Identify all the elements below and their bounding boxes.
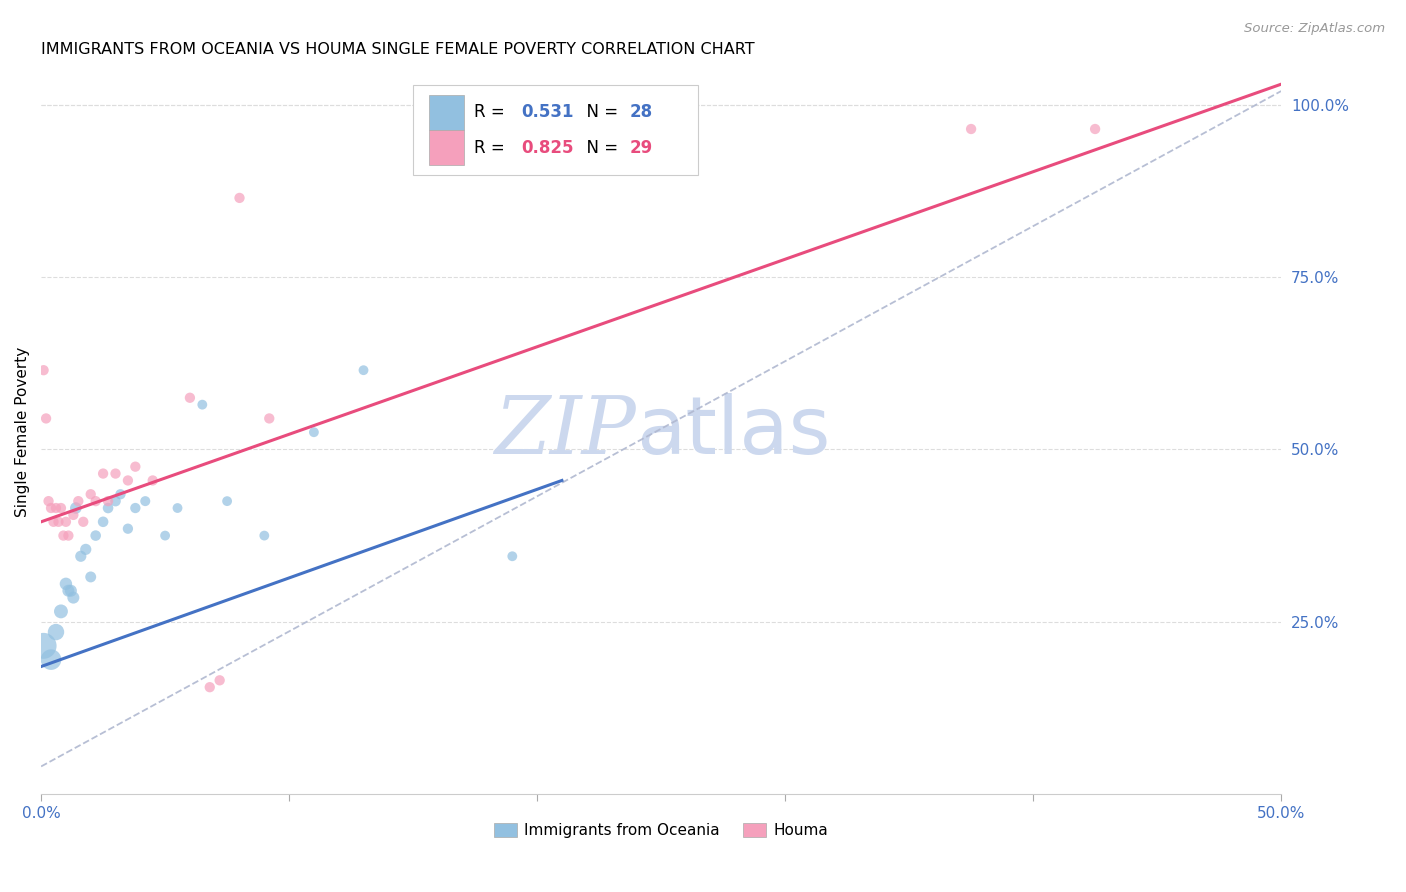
Point <box>48 515 70 529</box>
Point <box>49 501 72 516</box>
Point <box>353 363 375 377</box>
Text: ZIP: ZIP <box>495 393 637 471</box>
FancyBboxPatch shape <box>429 130 464 165</box>
Text: 0.825: 0.825 <box>522 139 574 157</box>
Point <box>960 122 983 136</box>
Point <box>97 501 120 516</box>
Point <box>91 467 114 481</box>
Point <box>1084 122 1107 136</box>
Point <box>208 673 231 688</box>
Point <box>97 494 120 508</box>
Point <box>302 425 325 440</box>
Text: N =: N = <box>575 139 623 157</box>
Point <box>117 474 139 488</box>
Point <box>45 625 67 640</box>
Point <box>142 474 165 488</box>
Point <box>84 528 107 542</box>
Point <box>217 494 239 508</box>
Point <box>35 411 58 425</box>
Point <box>39 652 62 666</box>
Point <box>39 501 62 516</box>
Point <box>72 515 94 529</box>
Text: Source: ZipAtlas.com: Source: ZipAtlas.com <box>1244 22 1385 36</box>
Point <box>104 467 127 481</box>
Point <box>65 501 87 516</box>
Point <box>117 522 139 536</box>
Point <box>134 494 156 508</box>
Y-axis label: Single Female Poverty: Single Female Poverty <box>15 347 30 517</box>
Point <box>166 501 188 516</box>
Text: 28: 28 <box>630 103 654 121</box>
Point <box>62 508 84 522</box>
Point <box>91 515 114 529</box>
Text: N =: N = <box>575 103 623 121</box>
Point <box>49 604 72 618</box>
Point <box>75 542 97 557</box>
Point <box>191 398 214 412</box>
Point <box>501 549 523 564</box>
Point <box>69 549 91 564</box>
Point <box>52 528 75 542</box>
Point <box>179 391 201 405</box>
Point <box>55 515 77 529</box>
Text: IMMIGRANTS FROM OCEANIA VS HOUMA SINGLE FEMALE POVERTY CORRELATION CHART: IMMIGRANTS FROM OCEANIA VS HOUMA SINGLE … <box>41 42 755 57</box>
Point <box>80 570 103 584</box>
Point <box>32 363 55 377</box>
Text: 0.531: 0.531 <box>522 103 574 121</box>
Point <box>38 494 60 508</box>
Point <box>124 501 146 516</box>
Point <box>42 515 65 529</box>
FancyBboxPatch shape <box>429 95 464 129</box>
Point <box>32 639 55 653</box>
Point <box>104 494 127 508</box>
Point <box>228 191 250 205</box>
Point <box>58 583 80 598</box>
Point <box>55 577 77 591</box>
Point <box>84 494 107 508</box>
Point <box>259 411 281 425</box>
FancyBboxPatch shape <box>413 85 699 176</box>
Point <box>110 487 132 501</box>
Point <box>253 528 276 542</box>
Point <box>67 494 90 508</box>
Legend: Immigrants from Oceania, Houma: Immigrants from Oceania, Houma <box>488 817 834 844</box>
Point <box>124 459 146 474</box>
Point <box>198 680 221 694</box>
Point <box>59 583 82 598</box>
Text: atlas: atlas <box>637 393 831 471</box>
Point <box>62 591 84 605</box>
Point <box>80 487 103 501</box>
Text: 29: 29 <box>630 139 654 157</box>
Point <box>45 501 67 516</box>
Text: R =: R = <box>474 139 510 157</box>
Point <box>153 528 176 542</box>
Text: R =: R = <box>474 103 510 121</box>
Point <box>58 528 80 542</box>
